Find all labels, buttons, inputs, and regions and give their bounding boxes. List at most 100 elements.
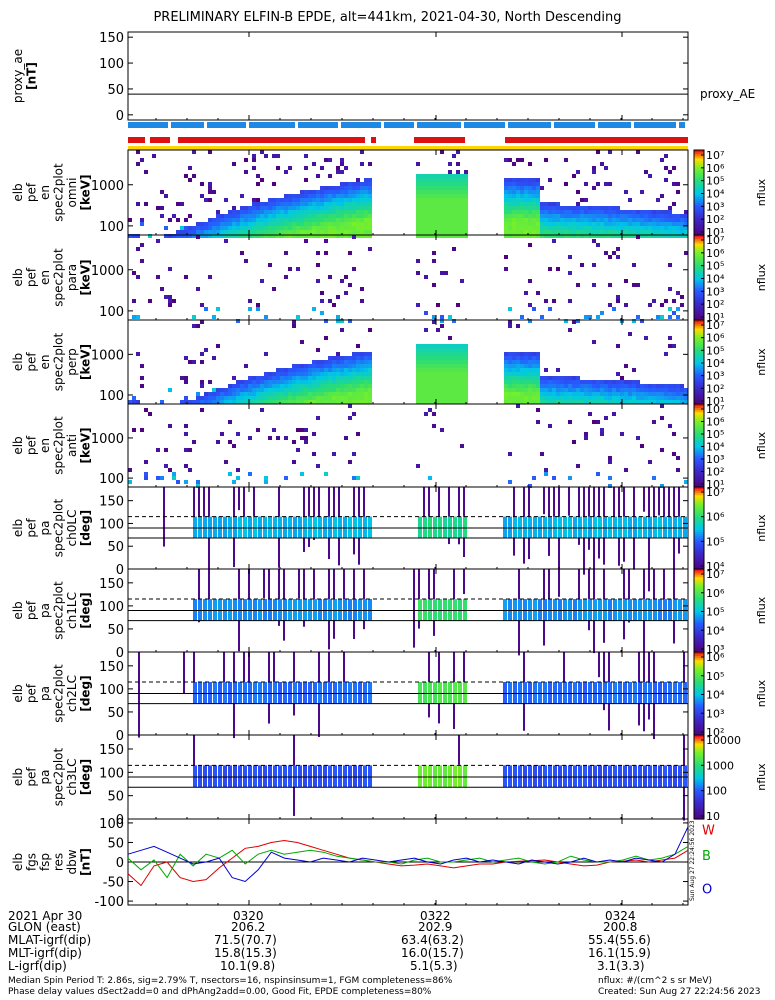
spectrogram-cell — [544, 210, 548, 214]
spectrogram-cell — [620, 226, 624, 230]
spectrogram-cell — [236, 392, 240, 396]
y-axis-label-word: spec2plot — [52, 581, 66, 640]
colorbar-segment — [694, 220, 704, 223]
pa-band-cell — [223, 516, 227, 539]
spectrogram-cell — [304, 198, 308, 202]
spectrogram-cell — [540, 214, 544, 218]
spectrogram-cell — [368, 247, 372, 251]
spectrogram-cell — [532, 400, 536, 404]
spectrogram-cell — [576, 392, 580, 396]
spectrogram-cell — [592, 400, 596, 404]
pa-band-cell — [463, 516, 467, 539]
spectrogram-cell — [236, 226, 240, 230]
pa-band-cell — [503, 516, 507, 539]
colorbar-segment — [694, 676, 704, 680]
spectrogram-cell — [436, 388, 440, 392]
spectrogram-cell — [512, 162, 516, 166]
mlt-value: 15.8(15.3) — [214, 946, 277, 960]
pa-band-cell — [358, 598, 362, 621]
spectrogram-cell — [304, 234, 308, 238]
spectrogram-cell — [536, 230, 540, 234]
colorbar-segment — [694, 374, 704, 378]
spectrogram-cell — [360, 150, 364, 154]
spectrogram-cell — [288, 392, 292, 396]
colorbar-segment — [694, 192, 704, 196]
spectrogram-cell — [676, 218, 680, 222]
spectrogram-cell — [556, 230, 560, 234]
spectrogram-cell — [452, 178, 456, 182]
spectrogram-cell — [128, 218, 132, 222]
spectrogram-cell — [268, 230, 272, 234]
pa-band-cell — [598, 516, 602, 539]
y-axis-label: elb pef en spec2plot para [keV] — [11, 248, 93, 307]
spectrogram-cell — [272, 384, 276, 388]
spectrogram-cell — [312, 214, 316, 218]
spectrogram-cell — [212, 218, 216, 222]
spectrogram-cell — [428, 476, 432, 480]
spectrogram-cell — [544, 392, 548, 396]
spectrogram-cell — [536, 206, 540, 210]
spectrogram-cell — [672, 388, 676, 392]
spectrogram-cell — [444, 344, 448, 348]
spectrogram-cell — [360, 392, 364, 396]
spectrogram-cell — [340, 198, 344, 202]
spectrogram-cell — [416, 226, 420, 230]
spectrogram-cell — [632, 226, 636, 230]
spectrogram-cell — [536, 190, 540, 194]
spectrogram-cell — [340, 222, 344, 226]
pa-band-cell — [353, 765, 357, 788]
spectrogram-cell — [232, 480, 236, 484]
spectrogram-cell — [628, 400, 632, 404]
colorbar-segment — [694, 224, 704, 228]
axes-frame — [127, 31, 689, 121]
spectrogram-cell — [576, 206, 580, 210]
spectrogram-cell — [624, 400, 628, 404]
spectrogram-cell — [560, 222, 564, 226]
spectrogram-cell — [304, 376, 308, 380]
spectrogram-cell — [448, 356, 452, 360]
spectrogram-cell — [272, 218, 276, 222]
spectrogram-cell — [604, 214, 608, 218]
spectrogram-cell — [664, 154, 668, 158]
colorbar-segment — [694, 503, 704, 507]
spectrogram-cell — [276, 396, 280, 400]
spectrogram-cell — [324, 368, 328, 372]
spectrogram-cell — [208, 198, 212, 202]
spectrogram-cell — [312, 376, 316, 380]
spectrogram-cell — [348, 319, 352, 323]
spectrogram-cell — [228, 472, 232, 476]
spectrogram-cell — [652, 234, 656, 238]
spectrogram-cell — [428, 396, 432, 400]
spectrogram-cell — [668, 344, 672, 348]
spectrogram-cell — [568, 206, 572, 210]
spectrogram-cell — [520, 368, 524, 372]
spectrogram-cell — [616, 396, 620, 400]
spectrogram-cell — [168, 234, 172, 238]
pa-band-cell — [618, 516, 622, 539]
colorbar-segment — [694, 249, 704, 253]
spectrogram-cell — [276, 436, 280, 440]
spectrogram-cell — [172, 472, 176, 476]
spectrogram-cell — [612, 226, 616, 230]
pa-band-cell — [508, 681, 512, 704]
spectrogram-cell — [164, 226, 168, 230]
spectrogram-cell — [440, 194, 444, 198]
pa-band-cell — [233, 598, 237, 621]
spectrogram-cell — [584, 234, 588, 238]
pa-band-cell — [233, 765, 237, 788]
science-segment-red — [178, 137, 365, 143]
spectrogram-cell — [256, 210, 260, 214]
spectrogram-cell — [312, 364, 316, 368]
spectrogram-cell — [556, 234, 560, 238]
spectrogram-cell — [328, 372, 332, 376]
spectrogram-cell — [272, 198, 276, 202]
spectrogram-cell — [464, 396, 468, 400]
spectrogram-cell — [600, 234, 604, 238]
spectrogram-cell — [448, 384, 452, 388]
colorbar-segment — [694, 303, 704, 306]
pa-band-cell — [328, 516, 332, 539]
spectrogram-cell — [268, 376, 272, 380]
spectrogram-cell — [432, 259, 436, 263]
spectrogram-cell — [260, 206, 264, 210]
